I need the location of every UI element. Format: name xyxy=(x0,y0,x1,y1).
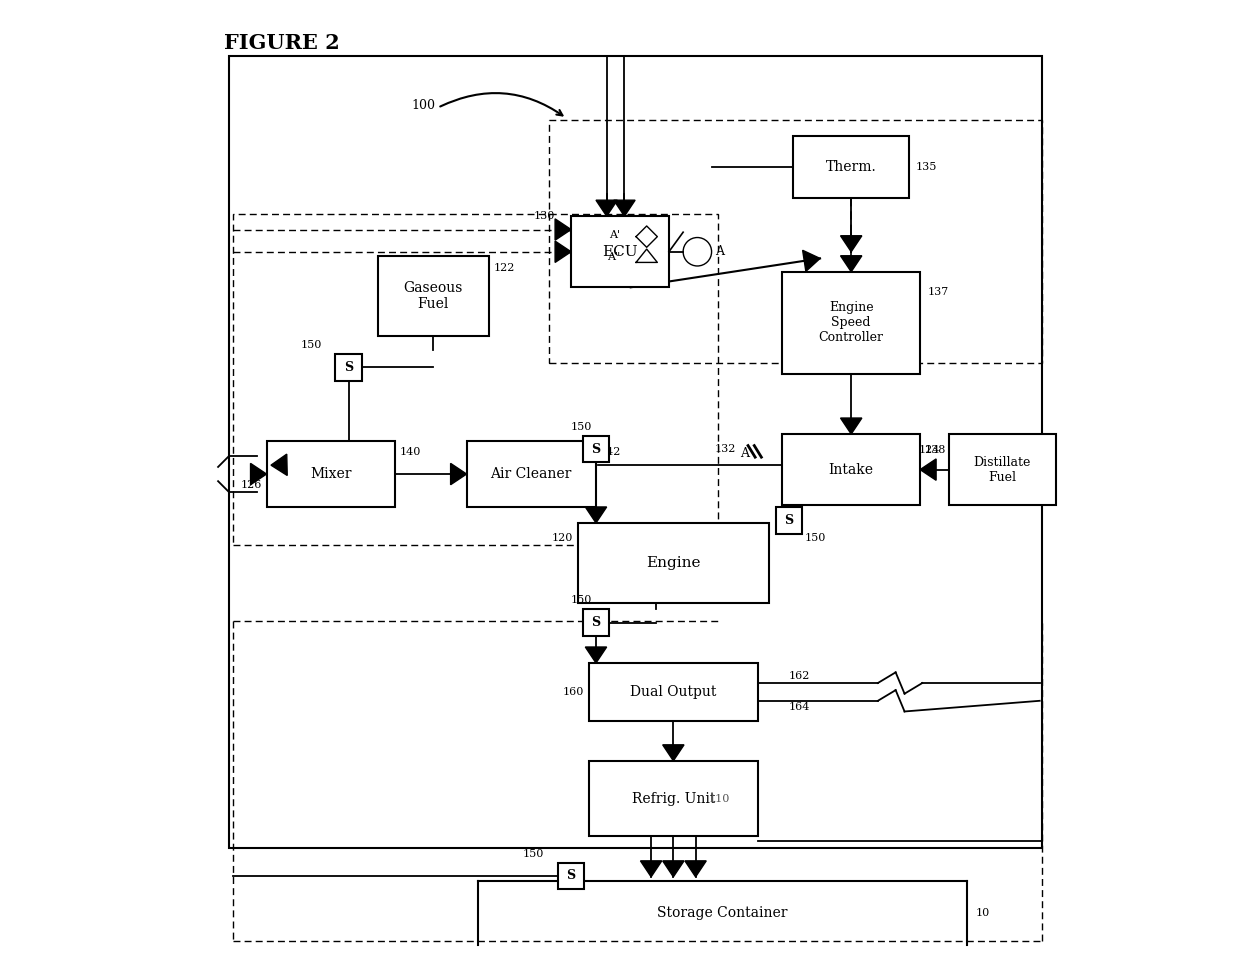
Polygon shape xyxy=(585,647,606,663)
Text: A: A xyxy=(740,447,749,460)
Text: Mixer: Mixer xyxy=(310,467,352,481)
Polygon shape xyxy=(614,200,635,216)
Polygon shape xyxy=(920,459,936,480)
FancyBboxPatch shape xyxy=(589,663,758,721)
Text: 120: 120 xyxy=(552,533,573,543)
Text: 142: 142 xyxy=(600,447,621,456)
FancyBboxPatch shape xyxy=(336,354,362,381)
Text: S: S xyxy=(591,616,600,629)
FancyBboxPatch shape xyxy=(578,523,769,603)
Polygon shape xyxy=(585,507,606,523)
Text: 10: 10 xyxy=(976,908,990,919)
Text: Engine: Engine xyxy=(646,556,701,570)
Text: 130: 130 xyxy=(533,211,556,221)
FancyBboxPatch shape xyxy=(589,761,758,836)
Bar xyxy=(233,213,718,545)
Text: Refrig. Unit: Refrig. Unit xyxy=(631,791,715,806)
FancyBboxPatch shape xyxy=(775,507,802,534)
Text: 150: 150 xyxy=(570,422,591,432)
Text: FIGURE 2: FIGURE 2 xyxy=(224,33,340,54)
Polygon shape xyxy=(272,455,288,476)
Text: 150: 150 xyxy=(570,595,591,606)
Text: 138: 138 xyxy=(925,445,946,455)
FancyBboxPatch shape xyxy=(782,272,920,374)
Text: 132: 132 xyxy=(714,444,735,455)
Polygon shape xyxy=(250,463,267,485)
Text: S: S xyxy=(567,870,575,882)
Text: 160: 160 xyxy=(563,687,584,697)
FancyBboxPatch shape xyxy=(583,435,609,462)
Text: Dual Output: Dual Output xyxy=(630,685,717,699)
Text: Intake: Intake xyxy=(828,462,874,477)
Text: 110: 110 xyxy=(709,793,730,804)
Text: 137: 137 xyxy=(928,287,949,297)
Text: 100: 100 xyxy=(410,99,435,112)
Polygon shape xyxy=(684,861,707,877)
Polygon shape xyxy=(779,507,800,523)
Text: 150: 150 xyxy=(805,533,826,543)
Polygon shape xyxy=(556,219,572,240)
Text: Storage Container: Storage Container xyxy=(657,906,787,921)
FancyBboxPatch shape xyxy=(794,136,909,198)
Text: A: A xyxy=(715,245,724,258)
Text: Distillate
Fuel: Distillate Fuel xyxy=(973,456,1030,483)
Text: 162: 162 xyxy=(789,671,810,680)
Text: 126: 126 xyxy=(241,479,262,490)
Text: Gaseous
Fuel: Gaseous Fuel xyxy=(403,281,463,311)
Text: 164: 164 xyxy=(789,702,810,712)
FancyBboxPatch shape xyxy=(583,610,609,635)
FancyBboxPatch shape xyxy=(782,434,920,505)
Text: Therm.: Therm. xyxy=(826,160,877,174)
Polygon shape xyxy=(841,418,862,434)
Polygon shape xyxy=(802,251,820,272)
Polygon shape xyxy=(662,861,684,877)
FancyBboxPatch shape xyxy=(949,434,1055,505)
Text: Engine
Speed
Controller: Engine Speed Controller xyxy=(818,301,884,345)
Polygon shape xyxy=(662,745,684,761)
Text: S: S xyxy=(785,514,794,526)
Bar xyxy=(228,56,1043,848)
Polygon shape xyxy=(841,235,862,252)
Text: 150: 150 xyxy=(301,340,322,350)
Text: A": A" xyxy=(606,252,620,262)
Text: 135: 135 xyxy=(916,163,937,172)
FancyBboxPatch shape xyxy=(558,862,584,889)
Text: S: S xyxy=(345,361,353,374)
FancyBboxPatch shape xyxy=(378,256,489,336)
Polygon shape xyxy=(596,200,618,216)
Text: S: S xyxy=(591,443,600,456)
Text: 124: 124 xyxy=(919,445,940,455)
Polygon shape xyxy=(556,241,572,262)
Text: 140: 140 xyxy=(401,447,422,456)
Text: 150: 150 xyxy=(523,849,544,858)
Polygon shape xyxy=(841,256,862,272)
Polygon shape xyxy=(640,861,662,877)
FancyBboxPatch shape xyxy=(572,216,668,287)
FancyBboxPatch shape xyxy=(466,441,595,507)
Text: 122: 122 xyxy=(494,263,515,273)
Bar xyxy=(549,121,1043,363)
Text: ECU: ECU xyxy=(603,245,637,258)
FancyBboxPatch shape xyxy=(267,441,396,507)
Text: Air Cleaner: Air Cleaner xyxy=(490,467,572,481)
Polygon shape xyxy=(450,463,466,485)
Text: A': A' xyxy=(609,230,620,240)
